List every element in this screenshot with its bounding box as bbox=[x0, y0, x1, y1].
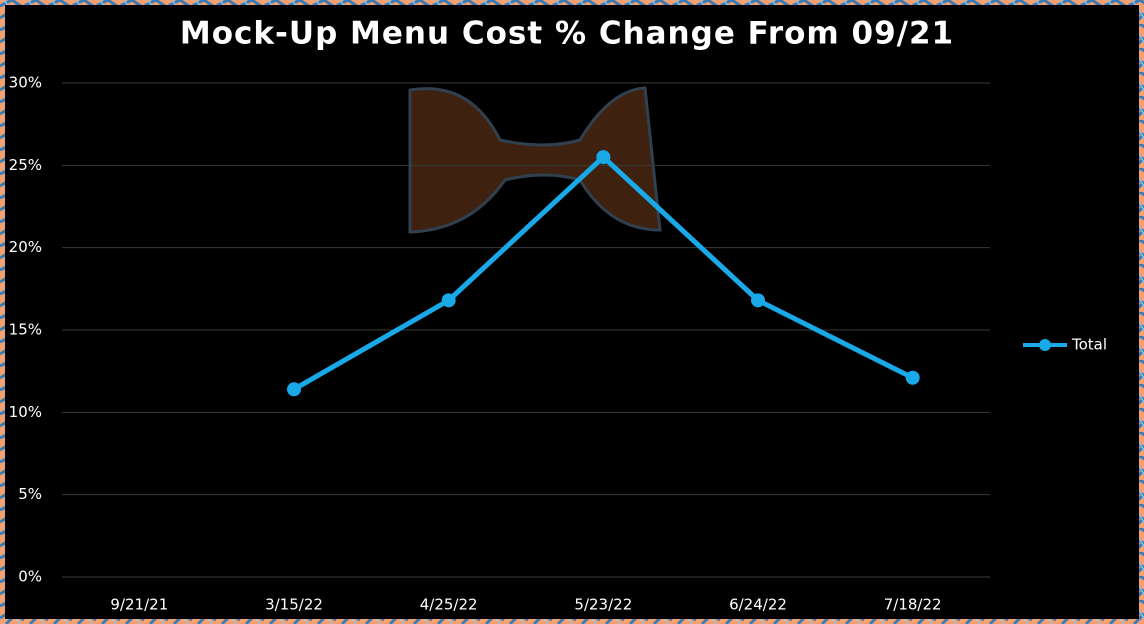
x-tick-label: 4/25/22 bbox=[420, 596, 478, 614]
chart-title: Mock-Up Menu Cost % Change From 09/21 bbox=[180, 16, 954, 52]
legend-label: Total bbox=[1071, 336, 1107, 354]
data-point bbox=[905, 370, 920, 385]
y-tick-label: 10% bbox=[9, 403, 42, 421]
y-tick-label: 0% bbox=[18, 568, 42, 586]
x-tick-label: 9/21/21 bbox=[110, 596, 168, 614]
y-tick-label: 5% bbox=[18, 485, 42, 503]
legend-marker bbox=[1039, 339, 1051, 351]
y-tick-label: 30% bbox=[9, 74, 42, 92]
data-point bbox=[287, 382, 301, 397]
x-tick-label: 6/24/22 bbox=[729, 596, 787, 614]
data-point bbox=[441, 293, 456, 308]
y-tick-label: 20% bbox=[9, 238, 42, 256]
chart-background bbox=[5, 5, 1139, 619]
x-tick-label: 7/18/22 bbox=[884, 596, 942, 614]
data-point bbox=[751, 293, 765, 308]
watermark bbox=[408, 86, 662, 234]
x-tick-label: 5/23/22 bbox=[574, 596, 632, 614]
y-tick-label: 25% bbox=[9, 156, 42, 174]
y-tick-label: 15% bbox=[9, 321, 42, 339]
x-tick-label: 3/15/22 bbox=[265, 596, 323, 614]
data-point bbox=[596, 150, 611, 165]
